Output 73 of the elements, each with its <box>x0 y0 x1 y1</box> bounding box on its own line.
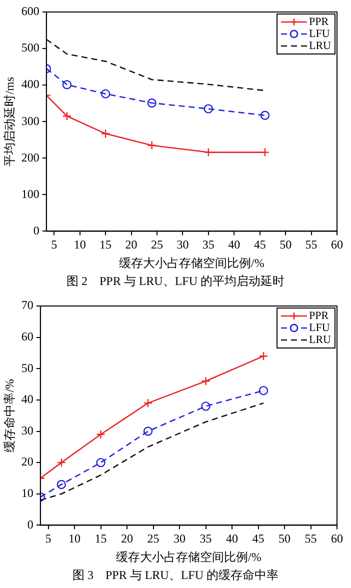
x-tick-label: 30 <box>174 532 186 546</box>
x-tick-label: 20 <box>125 238 138 252</box>
y-tick-label: 0 <box>27 517 34 532</box>
y-tick-label: 60 <box>21 329 34 344</box>
point <box>147 98 156 108</box>
line-series <box>46 38 266 92</box>
x-tick-label: 55 <box>305 238 318 252</box>
line-series <box>40 402 264 501</box>
point <box>143 426 153 436</box>
point <box>96 430 106 439</box>
y-axis-title: 缓存命中率/% <box>2 378 16 452</box>
x-tick-label: 25 <box>147 532 160 546</box>
point <box>258 386 268 396</box>
x-tick-label: 10 <box>68 532 81 546</box>
x-tick-label: 5 <box>45 532 52 546</box>
x-tick-label: 15 <box>100 238 112 252</box>
x-tick-label: 40 <box>228 238 240 252</box>
point <box>201 402 210 411</box>
x-tick-label: 35 <box>202 238 214 252</box>
legend-label: LRU <box>309 40 332 52</box>
x-tick-label: 45 <box>252 532 264 546</box>
x-tick-label: 10 <box>74 238 86 252</box>
y-tick-label: 20 <box>21 454 34 469</box>
x-axis-title: 缓存大小占存储空间比例/% <box>116 550 262 564</box>
point <box>204 104 214 114</box>
y-tick-label: 50 <box>21 360 34 375</box>
x-tick-label: 35 <box>200 532 212 546</box>
x-tick-label: 15 <box>94 532 107 546</box>
point <box>62 80 72 90</box>
x-tick-label: 30 <box>176 238 189 252</box>
point <box>96 458 106 468</box>
point <box>201 376 210 386</box>
x-tick-label: 55 <box>304 532 317 546</box>
point <box>258 352 268 361</box>
x-tick-label: 20 <box>121 532 134 546</box>
y-tick-label: 30 <box>21 423 34 438</box>
legend-label: LFU <box>309 322 330 334</box>
y-tick-label: 100 <box>21 186 40 201</box>
point <box>143 398 153 408</box>
point <box>100 89 110 98</box>
y-tick-label: 400 <box>21 77 40 92</box>
x-tick-label: 25 <box>150 238 163 252</box>
y-tick-label: 70 <box>21 298 34 312</box>
point <box>56 480 66 490</box>
y-tick-label: 300 <box>21 114 40 128</box>
y-axis-title: 平均启动延时/ms <box>2 76 16 166</box>
point <box>147 140 156 150</box>
y-tick-label: 40 <box>21 392 34 406</box>
legend-label: LFU <box>309 28 330 40</box>
x-axis-title: 缓存大小占存储空间比例/% <box>119 256 264 270</box>
y-tick-label: 600 <box>21 4 40 18</box>
x-tick-label: 50 <box>278 532 291 546</box>
x-tick-label: 5 <box>51 238 58 252</box>
y-tick-label: 10 <box>21 486 34 500</box>
y-tick-label: 0 <box>33 223 40 238</box>
point <box>260 148 270 157</box>
point <box>204 148 214 157</box>
legend-label: LRU <box>309 334 332 346</box>
text: 图 2 PPR 与 LRU、LFU 的平均启动延时 <box>65 273 286 290</box>
x-tick-label: 50 <box>280 238 292 252</box>
point <box>62 112 72 121</box>
legend-label: PPR <box>309 16 330 28</box>
x-tick-label: 45 <box>254 238 266 252</box>
point <box>260 110 270 120</box>
text: 图 3 PPR 与 LRU、LFU 的缓存命中率 <box>71 567 280 584</box>
point <box>100 129 110 138</box>
x-tick-label: 40 <box>226 532 238 546</box>
x-tick-label: 60 <box>331 532 343 546</box>
y-tick-label: 500 <box>21 40 40 55</box>
y-tick-label: 200 <box>21 150 40 164</box>
point <box>56 458 66 468</box>
legend-label: PPR <box>309 310 330 322</box>
x-tick-label: 60 <box>331 238 343 252</box>
